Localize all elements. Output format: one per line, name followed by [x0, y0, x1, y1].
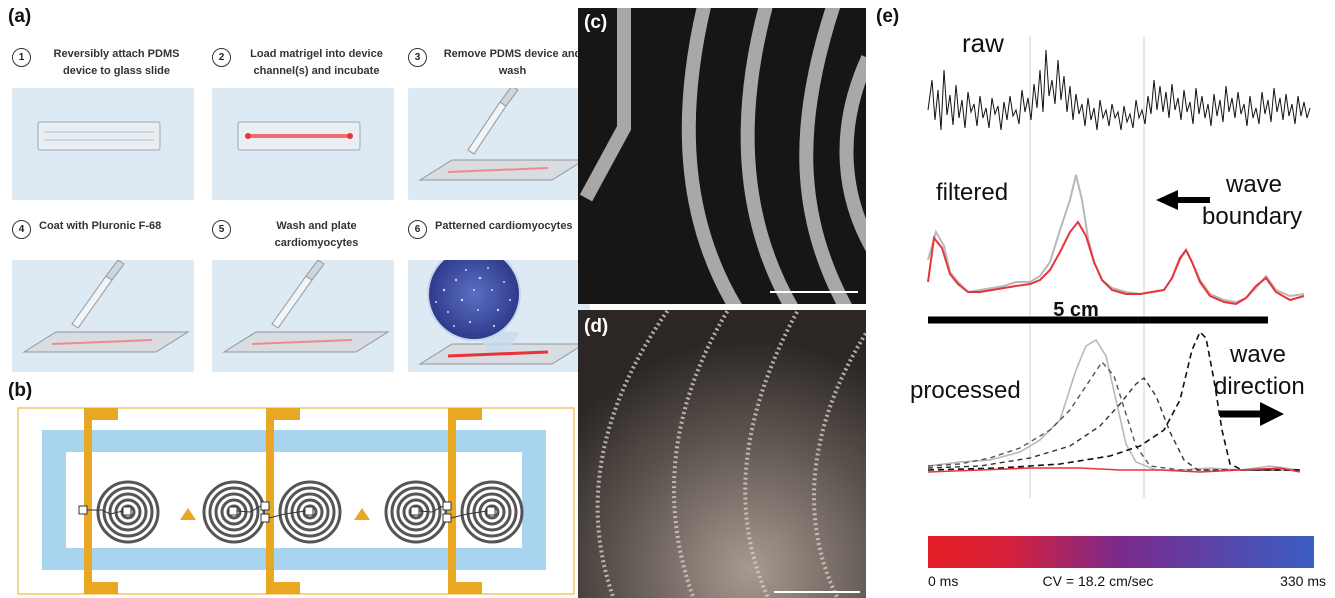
matrigel-loaded-device-graphic: [237, 121, 361, 151]
patterned-cells-graphic: [418, 247, 586, 365]
step-text: Patterned cardiomyocytes: [435, 220, 573, 232]
step-number: 4: [12, 220, 31, 239]
pipette-icon: [467, 85, 519, 155]
microscope-inset: [427, 247, 521, 341]
panel-label-a: (a): [8, 6, 32, 27]
label-wave-boundary-2: boundary: [1202, 203, 1302, 230]
wave-boundary-arrow-icon: [1156, 190, 1210, 210]
step-number: 1: [12, 48, 31, 67]
step-illustration: [408, 85, 590, 200]
step-illustration: [408, 247, 590, 372]
step-5: 5 Wash and plate cardiomyocytes: [212, 218, 394, 372]
step-number: 5: [212, 220, 231, 239]
step-text: Coat with Pluronic F-68: [39, 220, 162, 232]
pipette-icon: [271, 259, 325, 329]
step-6: 6 Patterned cardiomyocytes: [408, 218, 590, 372]
processed-trace-dashed-2: [927, 376, 1300, 471]
colorbar-max-label: 330 ms: [1280, 573, 1326, 589]
colorbar: [928, 536, 1314, 568]
filtered-trace-red: [927, 220, 1305, 306]
triangle-marker: [180, 508, 196, 520]
step-4: 4 Coat with Pluronic F-68: [12, 218, 194, 372]
processed-trace-gray-solid: [927, 338, 1301, 471]
step-number: 3: [408, 48, 427, 67]
step-text: Reversibly attach PDMS device to glass s…: [53, 48, 180, 77]
step-illustration: [212, 88, 394, 200]
wave-direction-arrow-icon: [1220, 402, 1284, 426]
scale-label: 5 cm: [1053, 299, 1099, 321]
step-3: 3 Remove PDMS device and wash: [408, 46, 590, 200]
signal-traces: raw filtered wave boundary 5 cm processe…: [910, 28, 1326, 589]
processed-trace-dashed-1: [927, 360, 1300, 471]
step-illustration: [12, 88, 194, 200]
pluronic-coat-graphic: [22, 259, 190, 353]
panel-label-b: (b): [8, 380, 33, 401]
electrodes: [84, 408, 482, 594]
panel-label-c: (c): [584, 12, 608, 33]
pipette-icon: [71, 259, 125, 329]
label-wave-boundary-1: wave: [1225, 171, 1282, 198]
label-raw: raw: [962, 28, 1004, 58]
label-filtered: filtered: [936, 179, 1008, 206]
processed-trace-dashed-3: [927, 330, 1300, 471]
device-schematic: [17, 407, 575, 595]
triangle-marker: [354, 508, 370, 520]
step-text: Wash and plate cardiomyocytes: [274, 220, 359, 249]
step-text: Load matrigel into device channel(s) and…: [250, 48, 383, 77]
step-illustration: [12, 259, 194, 372]
step-number: 2: [212, 48, 231, 67]
wash-graphic: [418, 85, 586, 181]
label-processed: processed: [910, 377, 1021, 404]
label-wave-direction-2: direction: [1214, 373, 1305, 400]
pdms-device-graphic: [37, 121, 161, 151]
colorbar-center-label: CV = 18.2 cm/sec: [1043, 573, 1154, 589]
raw-trace: [927, 49, 1311, 131]
colorbar-min-label: 0 ms: [928, 573, 958, 589]
panel-label-e: (e): [876, 6, 900, 27]
step-illustration: [212, 259, 394, 372]
panel-label-d: (d): [584, 316, 609, 337]
step-number: 6: [408, 220, 427, 239]
step-1: 1 Reversibly attach PDMS device to glass…: [12, 46, 194, 200]
micrograph-c: [578, 8, 866, 304]
micrograph-d: [578, 310, 866, 598]
step-text: Remove PDMS device and wash: [443, 48, 582, 77]
label-wave-direction-1: wave: [1229, 341, 1286, 368]
step-2: 2 Load matrigel into device channel(s) a…: [212, 46, 394, 200]
processed-trace-red: [927, 467, 1301, 473]
spiral-patterns: [96, 480, 524, 544]
plate-cells-graphic: [222, 259, 390, 353]
channel-frame: [42, 430, 546, 570]
